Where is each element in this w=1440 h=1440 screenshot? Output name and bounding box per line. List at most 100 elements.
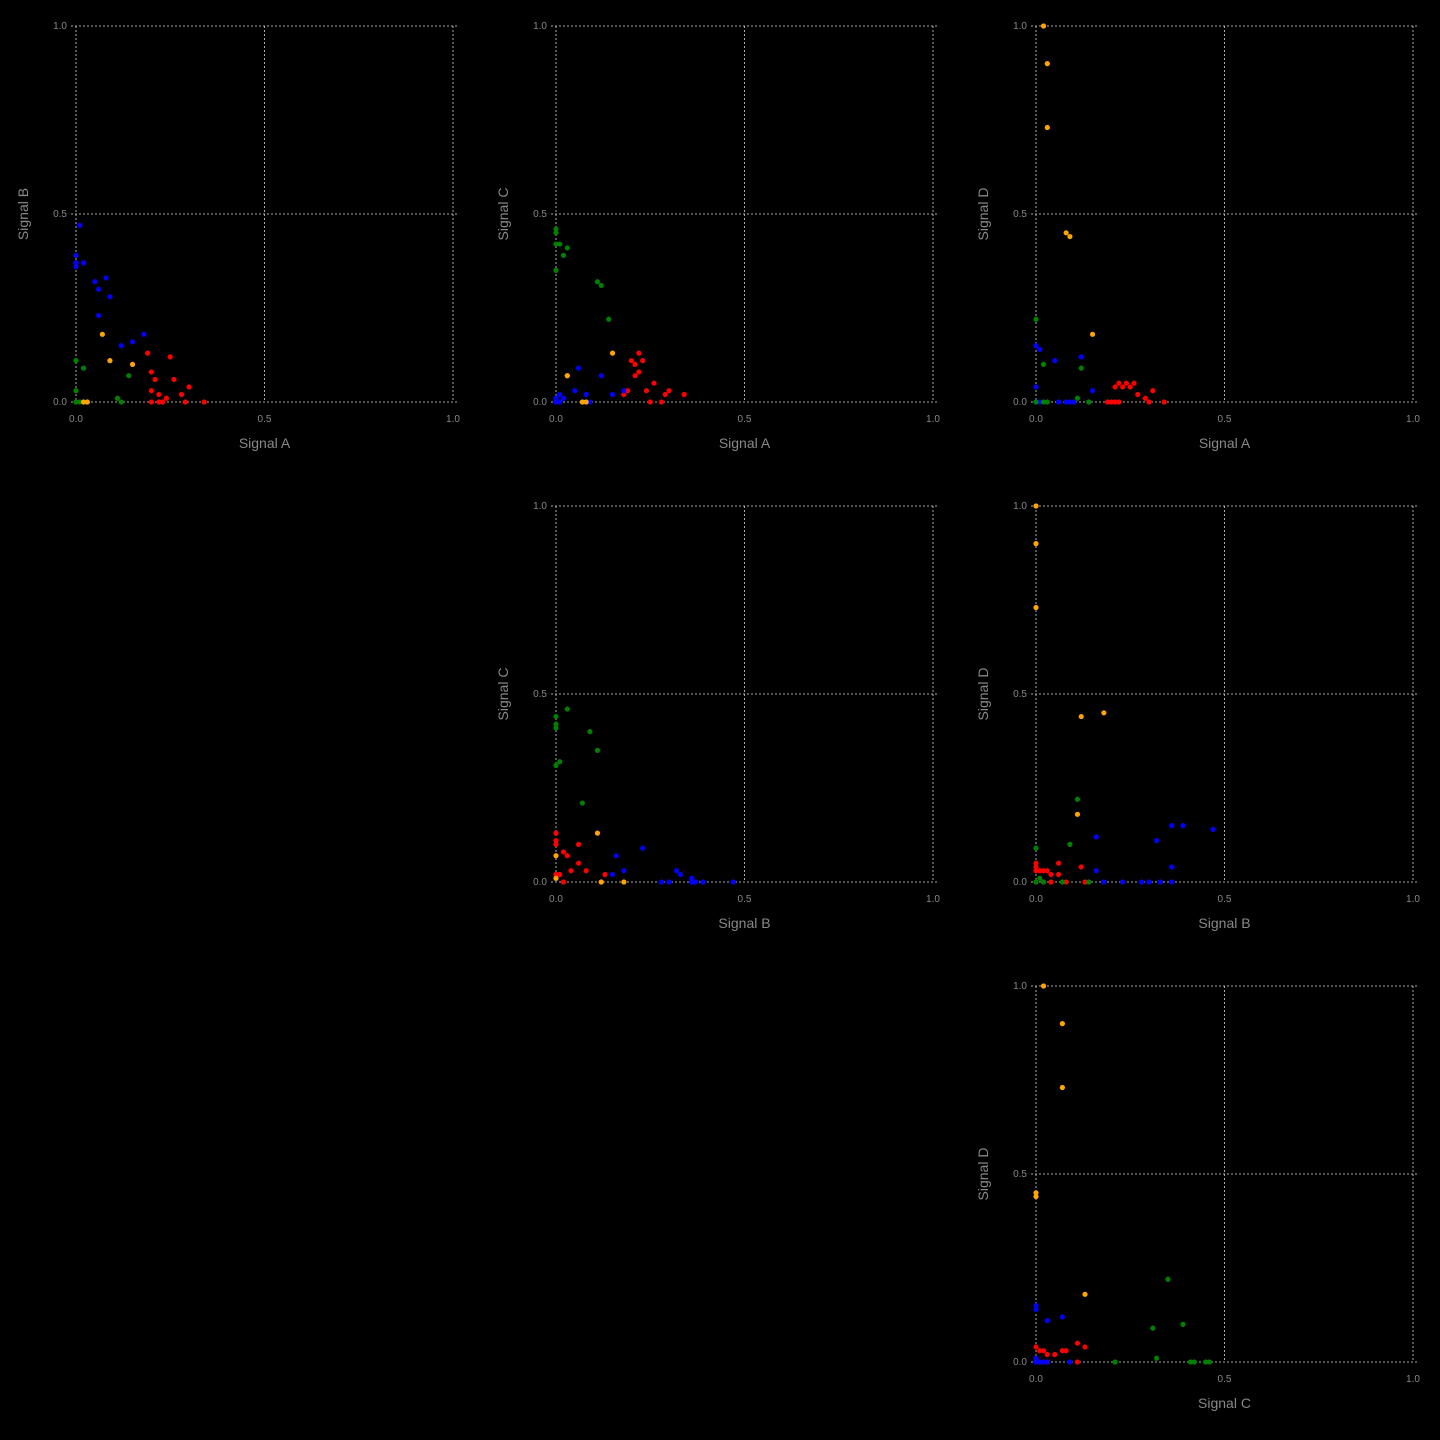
scatter-point-red	[636, 369, 642, 375]
scatter-point-red	[632, 361, 638, 367]
scatter-panel-2: 0.0 0.5 1.0 0.0 0.5 1.0 Signal A Signal C	[495, 21, 940, 451]
scatter-point-blue	[1067, 1359, 1073, 1365]
scatter-point-blue	[1089, 388, 1096, 394]
x-tick-label: 0.5	[1218, 1374, 1232, 1385]
scatter-point-blue	[73, 252, 79, 258]
scatter-point-red	[152, 376, 158, 383]
scatter-point-blue	[587, 399, 593, 405]
scatter-point-red	[628, 358, 635, 364]
scatter-point-blue	[674, 868, 680, 874]
x-tick-label: 1.0	[1406, 894, 1420, 905]
scatter-point-red	[145, 350, 151, 356]
scatter-point-orange	[1067, 233, 1073, 240]
scatter-point-orange	[1089, 331, 1096, 337]
scatter-point-blue	[692, 879, 699, 885]
scatter-point-green	[1044, 399, 1050, 405]
scatter-point-red	[1063, 1348, 1069, 1354]
scatter-point-orange	[1101, 710, 1107, 716]
scatter-point-orange	[99, 331, 105, 337]
scatter-point-red	[553, 838, 559, 844]
y-tick-label: 0.5	[1013, 209, 1027, 220]
scatter-point-red	[1044, 1351, 1050, 1358]
scatter-point-orange	[1059, 1021, 1065, 1027]
scatter-point-orange	[579, 399, 585, 405]
y-tick-label: 0.5	[1013, 1169, 1027, 1180]
scatter-point-green	[1112, 1359, 1118, 1365]
scatter-point-blue	[1093, 868, 1099, 874]
scatter-point-orange	[1040, 23, 1047, 29]
y-tick-label: 0.0	[533, 397, 547, 408]
scatter-point-red	[1131, 380, 1137, 386]
scatter-point-red	[1078, 864, 1084, 870]
scatter-point-green	[1040, 879, 1047, 885]
scatter-point-red	[1150, 388, 1156, 394]
scatter-point-orange	[1040, 983, 1047, 989]
scatter-point-green	[114, 395, 121, 401]
scatter-point-green	[606, 316, 612, 322]
scatter-point-red	[201, 399, 207, 405]
x-tick-label: 0.5	[1218, 414, 1232, 425]
scatter-point-blue	[1037, 346, 1043, 352]
scatter-point-blue	[1157, 879, 1164, 885]
scatter-point-red	[602, 871, 608, 878]
scatter-point-blue	[1067, 399, 1073, 405]
scatter-point-red	[568, 868, 574, 874]
x-tick-label: 0.5	[738, 894, 752, 905]
scatter-point-blue	[1154, 838, 1160, 844]
scatter-panel-5: 0.0 0.5 1.0 0.0 0.5 1.0 Signal B Signal D	[975, 501, 1420, 931]
y-axis-label: Signal D	[975, 1148, 991, 1201]
scatter-point-blue	[103, 275, 109, 281]
x-tick-label: 0.0	[69, 414, 83, 425]
scatter-point-green	[118, 399, 124, 405]
scatter-point-red	[643, 388, 650, 394]
scatter-point-green	[77, 399, 83, 405]
scatter-point-red	[621, 391, 627, 398]
scatter-point-blue	[1037, 399, 1043, 405]
scatter-point-green	[80, 365, 87, 371]
scatter-point-blue	[677, 871, 684, 878]
scatter-point-red	[640, 358, 646, 364]
scatter-point-red	[148, 369, 154, 375]
scatter-panel-4: 0.0 0.5 1.0 0.0 0.5 1.0 Signal B Signal C	[495, 501, 940, 931]
scatter-point-red	[1052, 1351, 1058, 1358]
scatter-point-blue	[1169, 879, 1175, 885]
scatter-point-red	[681, 391, 687, 398]
scatter-point-blue	[557, 391, 563, 398]
scatter-point-green	[564, 706, 570, 712]
y-tick-label: 1.0	[533, 21, 547, 32]
scatter-point-red	[1112, 384, 1118, 390]
scatter-point-red	[553, 871, 559, 878]
scatter-point-orange	[583, 399, 589, 405]
scatter-point-orange	[553, 853, 559, 859]
scatter-point-orange	[1033, 1190, 1039, 1196]
scatter-point-red	[1105, 399, 1111, 405]
y-tick-label: 0.5	[1013, 689, 1027, 700]
scatter-point-red	[182, 399, 188, 405]
x-axis-label: Signal A	[1199, 435, 1251, 451]
scatter-panel-6: 0.0 0.5 1.0 0.0 0.5 1.0 Signal C Signal D	[975, 981, 1420, 1411]
scatter-point-blue	[1093, 834, 1099, 840]
scatter-point-orange	[621, 879, 627, 885]
scatter-point-green	[579, 800, 585, 806]
scatter-point-orange	[1074, 811, 1081, 817]
y-tick-label: 1.0	[1013, 981, 1027, 992]
scatter-point-green	[564, 245, 570, 251]
scatter-point-blue	[80, 260, 87, 266]
x-tick-label: 0.0	[1029, 414, 1043, 425]
scatter-point-red	[1063, 879, 1069, 885]
scatter-point-blue	[1071, 399, 1077, 405]
scatter-point-blue	[96, 286, 102, 292]
scatter-point-blue	[73, 260, 79, 266]
x-tick-label: 1.0	[1406, 414, 1420, 425]
x-axis-label: Signal A	[239, 435, 291, 451]
x-tick-label: 0.0	[1029, 1374, 1043, 1385]
scatter-point-blue	[553, 399, 559, 405]
scatter-point-blue	[609, 871, 616, 878]
scatter-point-red	[178, 391, 185, 398]
scatter-point-red	[1127, 384, 1133, 390]
scatter-point-blue	[73, 264, 79, 270]
scatter-point-red	[1033, 868, 1039, 874]
scatter-point-blue	[1063, 399, 1069, 405]
scatter-point-red	[557, 871, 563, 878]
scatter-point-red	[163, 395, 170, 401]
